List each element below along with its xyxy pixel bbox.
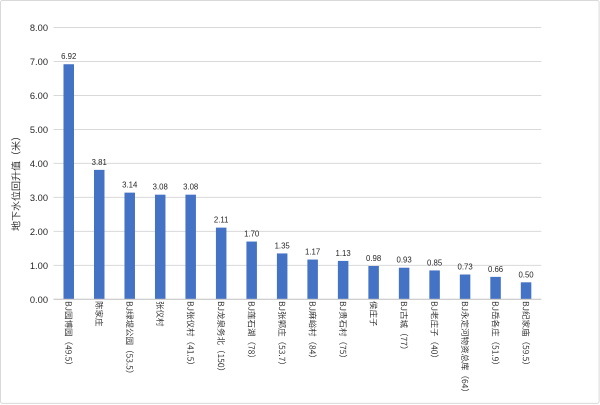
svg-text:6.00: 6.00 — [30, 91, 48, 101]
svg-text:6.92: 6.92 — [61, 52, 76, 61]
svg-text:3.08: 3.08 — [153, 183, 168, 192]
svg-text:3.14: 3.14 — [122, 181, 138, 190]
svg-text:3.08: 3.08 — [183, 183, 198, 192]
svg-text:2.11: 2.11 — [214, 216, 229, 225]
svg-text:1.13: 1.13 — [336, 249, 351, 258]
svg-text:1.35: 1.35 — [275, 241, 291, 250]
svg-text:3.81: 3.81 — [92, 158, 107, 167]
svg-text:4.00: 4.00 — [30, 159, 48, 169]
svg-text:5.00: 5.00 — [30, 125, 48, 135]
svg-text:1.00: 1.00 — [30, 261, 48, 271]
svg-text:0.73: 0.73 — [457, 263, 472, 272]
svg-text:1.17: 1.17 — [305, 248, 320, 257]
svg-text:8.00: 8.00 — [30, 23, 48, 33]
svg-text:0.85: 0.85 — [427, 258, 443, 267]
svg-text:0.00: 0.00 — [30, 295, 48, 305]
svg-text:0.50: 0.50 — [518, 270, 534, 279]
svg-text:0.93: 0.93 — [397, 256, 412, 265]
svg-text:7.00: 7.00 — [30, 57, 48, 67]
svg-text:2.00: 2.00 — [30, 227, 48, 237]
svg-text:0.98: 0.98 — [366, 254, 381, 263]
svg-text:1.70: 1.70 — [244, 230, 260, 239]
svg-text:0.66: 0.66 — [488, 265, 503, 274]
svg-text:3.00: 3.00 — [30, 193, 48, 203]
